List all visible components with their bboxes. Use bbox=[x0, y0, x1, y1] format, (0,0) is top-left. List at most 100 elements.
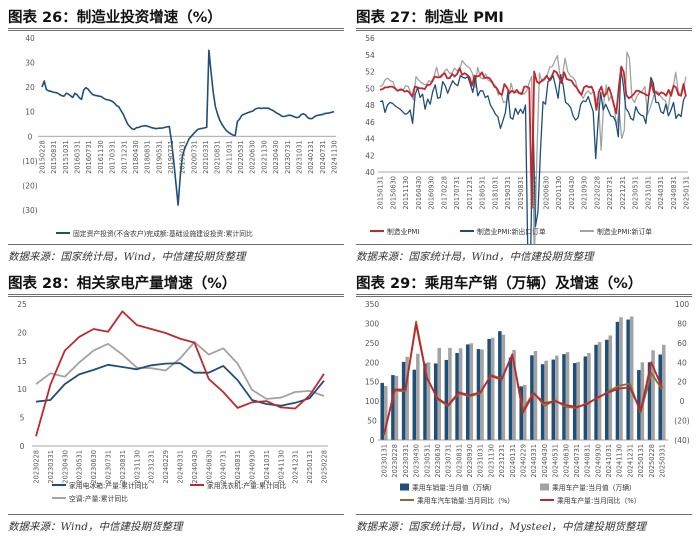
bar-sales bbox=[551, 359, 556, 440]
y-tick-label-left: 250 bbox=[365, 339, 380, 348]
x-tick-label: 20180531 bbox=[479, 176, 487, 210]
y-tick-label-right: 20 bbox=[677, 378, 687, 387]
bar-production bbox=[405, 356, 409, 440]
x-tick-label: 20240731 bbox=[220, 450, 228, 484]
data-source-note: 数据来源：Wind，中信建投期货整理 bbox=[8, 521, 183, 533]
y-tick-label: 25 bbox=[17, 300, 27, 309]
x-tick-label: 20231031 bbox=[644, 176, 652, 210]
bar-production bbox=[512, 349, 516, 440]
x-tick-label: 20180831 bbox=[144, 140, 152, 174]
legend-label: 乘用车销量:当月值（万辆） bbox=[412, 483, 496, 492]
bar-production bbox=[597, 342, 602, 440]
x-tick-label: 20221231 bbox=[619, 176, 627, 210]
y-tick-label: 0 bbox=[28, 132, 33, 141]
x-tick-label: 20241130 bbox=[331, 140, 339, 174]
x-tick-label: 20220531 bbox=[237, 140, 245, 174]
x-tick-label: 20150831 bbox=[50, 140, 58, 174]
panel-appliance-output: 图表 28：相关家电产量增速（%） 25 20 15 10 5 0 20230228 2023… bbox=[8, 270, 344, 536]
x-tick-label: 20231031 bbox=[295, 140, 303, 174]
x-tick-label: 20220228 bbox=[593, 176, 601, 210]
y-tick-label: 5 bbox=[20, 414, 25, 423]
x-tick-label: 20230630 bbox=[434, 444, 442, 478]
y-tick-label-left: 100 bbox=[365, 397, 380, 406]
x-tick-label: 20250131 bbox=[306, 450, 314, 484]
y-tick-label: 30 bbox=[25, 59, 35, 68]
x-tick-label: 20170228 bbox=[440, 176, 448, 210]
x-tick-label: 20151031 bbox=[62, 140, 70, 174]
x-tick-label: 20230731 bbox=[105, 450, 113, 484]
bar-sales bbox=[658, 354, 662, 440]
x-tick-label: 20240229 bbox=[162, 450, 170, 484]
bar-sales bbox=[391, 375, 395, 440]
y-tick-label: (20) bbox=[22, 181, 37, 190]
y-tick-label: 15 bbox=[17, 357, 27, 366]
x-tick-label: 20200731 bbox=[190, 140, 198, 174]
x-tick-label: 20240731 bbox=[573, 444, 581, 478]
x-tick-label: 20250331 bbox=[659, 444, 667, 478]
y-tick-label: 52 bbox=[365, 68, 375, 77]
x-tick-label: 20231031 bbox=[477, 444, 485, 478]
x-tick-label: 20180430 bbox=[132, 140, 140, 174]
title-divider bbox=[356, 30, 692, 31]
y-tick-label-right: 100 bbox=[675, 300, 690, 309]
x-tick-label: 20230228 bbox=[391, 444, 399, 478]
x-tick-label: 20250131 bbox=[683, 176, 691, 210]
x-tick-label: 20230930 bbox=[466, 444, 474, 478]
x-tick-label: 20190731 bbox=[167, 140, 175, 174]
data-source-note: 数据来源：国家统计局，Wind，中信建投期货整理 bbox=[8, 251, 246, 263]
y-tick-label-left: 0 bbox=[370, 436, 375, 445]
x-tick-label: 20231130 bbox=[487, 444, 495, 478]
x-tick-label: 20170331 bbox=[109, 140, 117, 174]
bar-production bbox=[544, 360, 548, 440]
bar-production bbox=[469, 343, 474, 440]
y-tick-label: 0 bbox=[20, 442, 25, 451]
y-tick-label-right: 0 bbox=[680, 397, 685, 406]
chart-appliance-output: 25 20 15 10 5 0 20230228 20230331 20230430 202305… bbox=[17, 300, 328, 503]
data-source-note: 数据来源：国家统计局，Wind，中信建投期货整理 bbox=[356, 251, 594, 263]
x-tick-label: 20230531 bbox=[632, 176, 640, 210]
legend-label: 制造业PMI:新出口订单 bbox=[477, 227, 546, 236]
x-tick-label: 20250131 bbox=[637, 444, 645, 478]
x-tick-label: 20240131 bbox=[307, 140, 315, 174]
x-tick-label: 20210331 bbox=[202, 140, 210, 174]
x-tick-label: 20160930 bbox=[428, 176, 436, 210]
x-tick-label: 20230331 bbox=[47, 450, 55, 484]
x-tick-label: 20230531 bbox=[76, 450, 84, 484]
x-tick-label: 20191031 bbox=[179, 140, 187, 174]
x-tick-label: 20231231 bbox=[498, 444, 506, 478]
x-tick-label: 20240630 bbox=[205, 450, 213, 484]
x-tick-label: 20231231 bbox=[148, 450, 156, 484]
x-tick-label: 20241031 bbox=[263, 450, 271, 484]
chart-bottom-divider bbox=[8, 244, 344, 245]
legend-label: 家用洗衣机:产量:累计同比 bbox=[207, 481, 287, 490]
x-tick-label: 20240331 bbox=[530, 444, 538, 478]
y-tick-label: 46 bbox=[365, 118, 375, 127]
y-tick-label: 48 bbox=[365, 101, 375, 110]
title-divider bbox=[356, 294, 692, 295]
chart-bottom-divider bbox=[356, 514, 692, 515]
x-tick-label: 20250228 bbox=[648, 444, 656, 478]
x-tick-label: 20211031 bbox=[225, 140, 233, 174]
panel-title: 图表 28：相关家电产量增速（%） bbox=[8, 276, 237, 292]
x-tick-label: 20150228 bbox=[39, 140, 47, 174]
x-tick-label: 20171231 bbox=[120, 140, 128, 174]
x-tick-label: 20231130 bbox=[133, 450, 141, 484]
series-line bbox=[379, 65, 687, 209]
y-tick-label-right: (40) bbox=[674, 436, 689, 445]
chart-bottom-divider bbox=[8, 514, 344, 515]
y-tick-label-right: 60 bbox=[677, 339, 687, 348]
y-tick-label-left: 50 bbox=[367, 417, 377, 426]
panel-title: 图表 29：乘用车产销（万辆）及增速（%） bbox=[356, 276, 643, 292]
bar-sales bbox=[433, 363, 438, 440]
x-tick-label: 20190531 bbox=[155, 140, 163, 174]
x-tick-label: 20230831 bbox=[455, 444, 463, 478]
y-tick-label: 10 bbox=[17, 385, 27, 394]
bar-production bbox=[651, 350, 655, 440]
x-tick-label: 20190331 bbox=[504, 176, 512, 210]
x-tick-label: 20210930 bbox=[581, 176, 589, 210]
x-tick-label: 20240831 bbox=[234, 450, 242, 484]
x-tick-label: 20150630 bbox=[389, 176, 397, 210]
x-tick-label: 20230430 bbox=[61, 450, 69, 484]
legend-swatch bbox=[540, 483, 549, 491]
